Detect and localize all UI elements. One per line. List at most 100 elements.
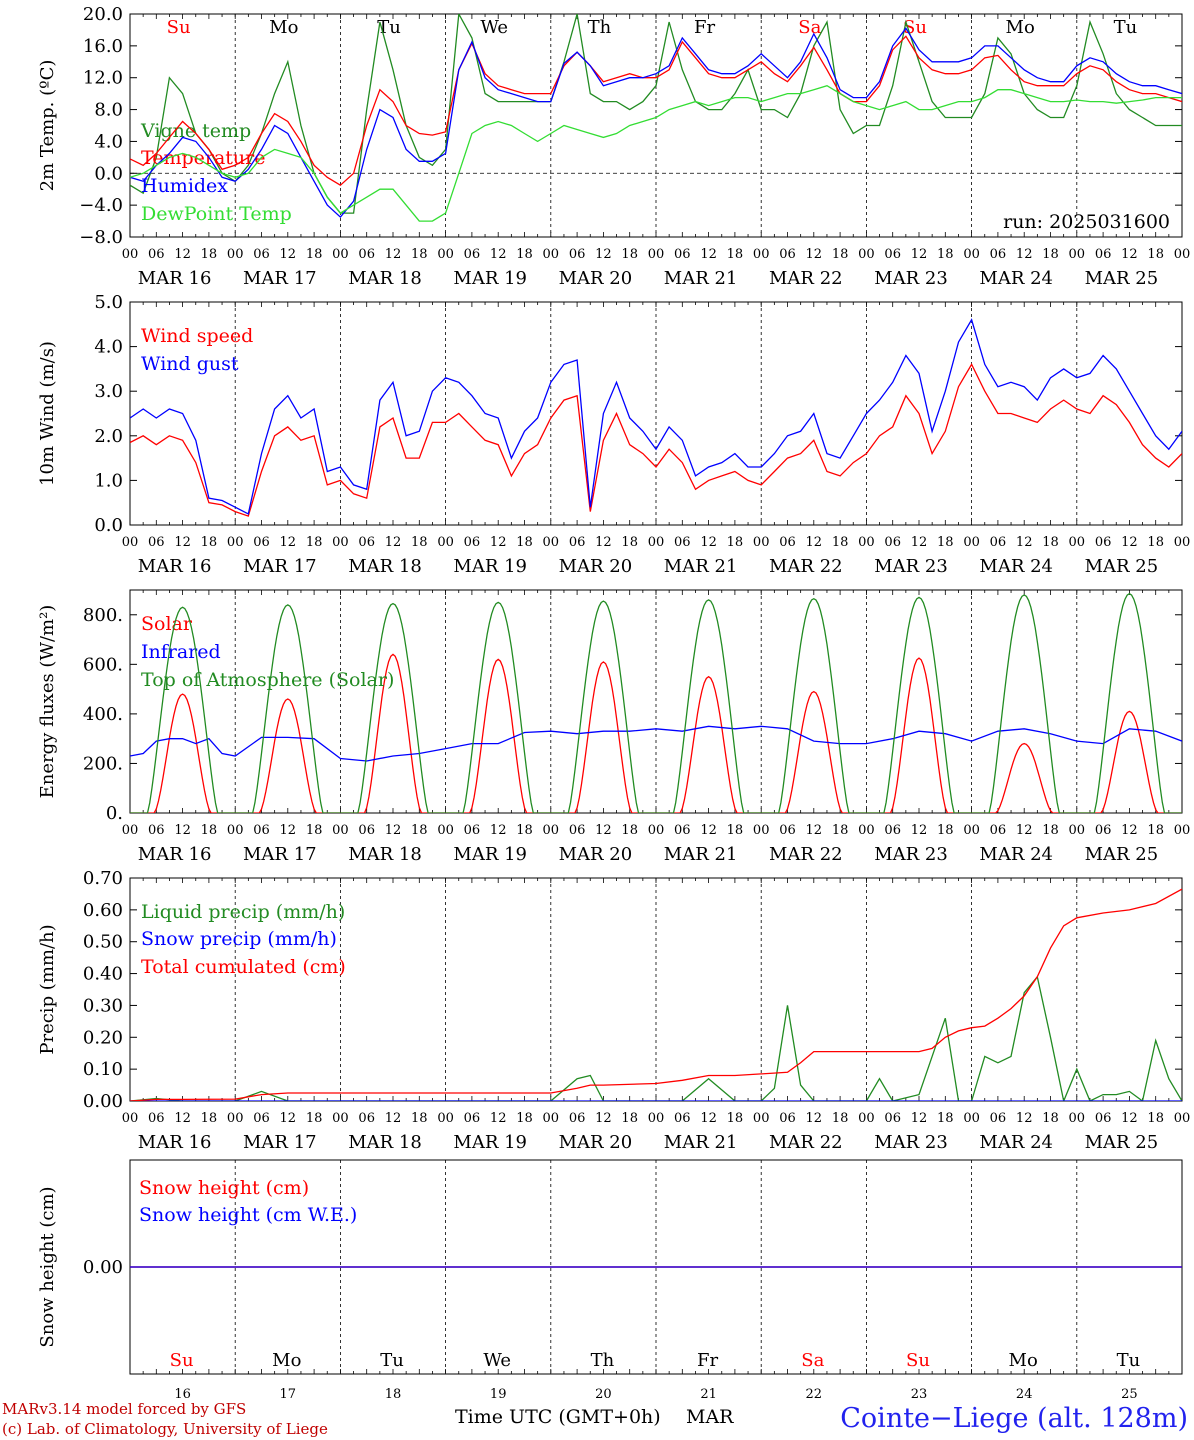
snow-panel: 0.00 Snow height (cm) Su Mo Tu We Th Fr Sa Su Mo Tu… [37,1159,1183,1402]
hour-tick-label: 12 [911,823,928,838]
date-label: MAR 20 [559,844,633,865]
hour-tick-label: 12 [280,823,297,838]
day-name-label: Su [906,1350,930,1371]
hour-tick-label: 06 [779,1111,796,1126]
y-tick-label: 0.10 [83,1059,123,1080]
hour-tick-label: 00 [227,535,244,550]
hour-tick-label: 00 [227,247,244,262]
hour-tick-label: 18 [621,1111,638,1126]
hour-tick-label: 18 [201,247,218,262]
date-label: MAR 25 [1085,268,1159,289]
series-line [130,84,1182,222]
hour-tick-label: 06 [779,823,796,838]
y-tick-label: 0. [106,803,123,824]
hour-tick-label: 00 [543,247,560,262]
hour-tick-label: 06 [990,247,1007,262]
date-label: MAR 24 [979,1132,1053,1153]
date-label: MAR 25 [1085,844,1159,865]
date-label: MAR 16 [138,268,212,289]
date-label: MAR 22 [769,556,843,577]
y-tick-label: −8.0 [79,227,123,248]
hour-tick-label: 18 [516,535,533,550]
hour-tick-label: 12 [1016,247,1033,262]
series-line [130,27,1182,219]
day-name-label: Fr [694,17,715,38]
hour-tick-label: 12 [280,247,297,262]
hour-tick-label: 00 [332,247,349,262]
hour-tick-label: 00 [437,247,454,262]
hour-tick-label: 00 [437,1111,454,1126]
hour-tick-label: 18 [832,535,849,550]
hour-tick-label: 18 [832,823,849,838]
legend-entry: Top of Atmosphere (Solar) [141,669,394,691]
series-line [130,363,1182,517]
hour-tick-label: 00 [963,535,980,550]
hour-tick-label: 18 [1147,823,1164,838]
hour-tick-label: 06 [990,823,1007,838]
hour-tick-label: 12 [385,535,402,550]
legend-entry: Solar [141,613,193,635]
hour-tick-label: 12 [1121,1111,1138,1126]
date-label: MAR 25 [1085,1132,1159,1153]
run-annotation: run: 2025031600 [1003,211,1170,233]
hour-tick-label: 12 [911,247,928,262]
hour-tick-label: 18 [937,535,954,550]
hour-tick-label: 06 [990,1111,1007,1126]
hour-tick-label: 18 [1042,1111,1059,1126]
y-tick-label: 0.40 [83,964,123,985]
date-label: MAR 20 [559,1132,633,1153]
hour-tick-label: 00 [332,823,349,838]
hour-tick-label: 12 [385,247,402,262]
series-line [130,318,1182,515]
hour-tick-label: 00 [648,1111,665,1126]
hour-tick-label: 00 [437,823,454,838]
day-name-label: Su [170,1350,194,1371]
hour-tick-label: 12 [806,823,823,838]
date-label: MAR 17 [243,844,317,865]
day-name-label: Tu [1117,1350,1141,1371]
hour-tick-label: 12 [490,1111,507,1126]
y-tick-label: 4.0 [94,337,123,358]
hour-tick-label: 12 [174,247,191,262]
hour-tick-label: 00 [963,247,980,262]
hour-tick-label: 18 [306,1111,323,1126]
hour-tick-label: 18 [411,1111,428,1126]
hour-tick-label: 06 [779,535,796,550]
hour-tick-label: 00 [858,1111,875,1126]
series-line [130,888,1182,1101]
hour-tick-label: 06 [569,247,586,262]
hour-tick-label: 18 [306,535,323,550]
day-name-label: Su [903,17,927,38]
hour-tick-label: 12 [280,535,297,550]
hour-tick-label: 00 [1069,535,1086,550]
hour-tick-label: 00 [227,1111,244,1126]
hour-tick-label: 06 [884,247,901,262]
hour-tick-label: 18 [201,1111,218,1126]
date-label: MAR 22 [769,1132,843,1153]
y-axis-label: Snow height (cm) [37,1186,58,1347]
hour-tick-label: 06 [569,535,586,550]
hour-tick-label: 00 [122,1111,139,1126]
hour-tick-label: 12 [806,535,823,550]
day-number-label: 22 [806,1387,823,1402]
date-label: MAR 20 [559,556,633,577]
hour-tick-label: 12 [1016,823,1033,838]
y-tick-label: 1.0 [94,470,123,491]
hour-tick-label: 12 [174,1111,191,1126]
hour-tick-label: 06 [148,1111,165,1126]
model-credit: MARv3.14 model forced by GFS [2,1400,246,1418]
y-tick-label: 4.0 [94,131,123,152]
y-axis-label: 2m Temp. (ºC) [37,60,58,192]
hour-tick-label: 18 [937,1111,954,1126]
hour-tick-label: 12 [1016,535,1033,550]
y-tick-label: 0.20 [83,1027,123,1048]
y-tick-label: 0.00 [83,1257,123,1278]
hour-tick-label: 12 [385,1111,402,1126]
day-name-label: Mo [269,17,298,38]
hour-tick-label: 00 [1069,1111,1086,1126]
hour-tick-label: 12 [1121,535,1138,550]
day-number-label: 21 [700,1387,717,1402]
y-tick-label: 0.50 [83,932,123,953]
series-line [130,592,1182,813]
hour-tick-label: 06 [1095,535,1112,550]
